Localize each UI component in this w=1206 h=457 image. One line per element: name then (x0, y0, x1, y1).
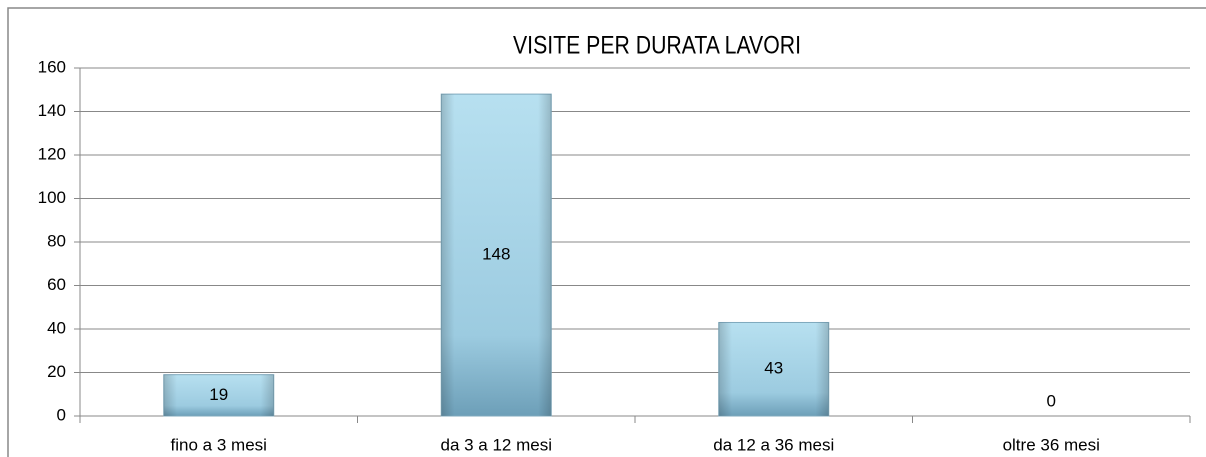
y-tick-label: 20 (47, 362, 66, 381)
data-label: 43 (764, 359, 783, 378)
chart-title: VISITE PER DURATA LAVORI (513, 31, 801, 59)
y-tick-label: 140 (38, 101, 66, 120)
y-tick-label: 100 (38, 188, 66, 207)
x-tick-label: fino a 3 mesi (171, 435, 267, 454)
y-tick-label: 0 (57, 405, 66, 424)
bar-shade (718, 322, 829, 416)
data-label: 148 (482, 245, 510, 264)
data-label: 19 (209, 385, 228, 404)
y-tick-label: 40 (47, 318, 66, 337)
frame (7, 7, 1206, 457)
x-tick-label: da 12 a 36 mesi (713, 435, 834, 454)
x-tick-label: oltre 36 mesi (1003, 435, 1100, 454)
x-tick-label: da 3 a 12 mesi (440, 435, 552, 454)
data-label: 0 (1047, 391, 1056, 410)
y-tick-label: 120 (38, 144, 66, 163)
y-tick-label: 60 (47, 275, 66, 294)
bar-shade (441, 94, 552, 416)
y-tick-label: 80 (47, 231, 66, 250)
y-tick-label: 160 (38, 57, 66, 76)
bar-shade (163, 374, 274, 416)
